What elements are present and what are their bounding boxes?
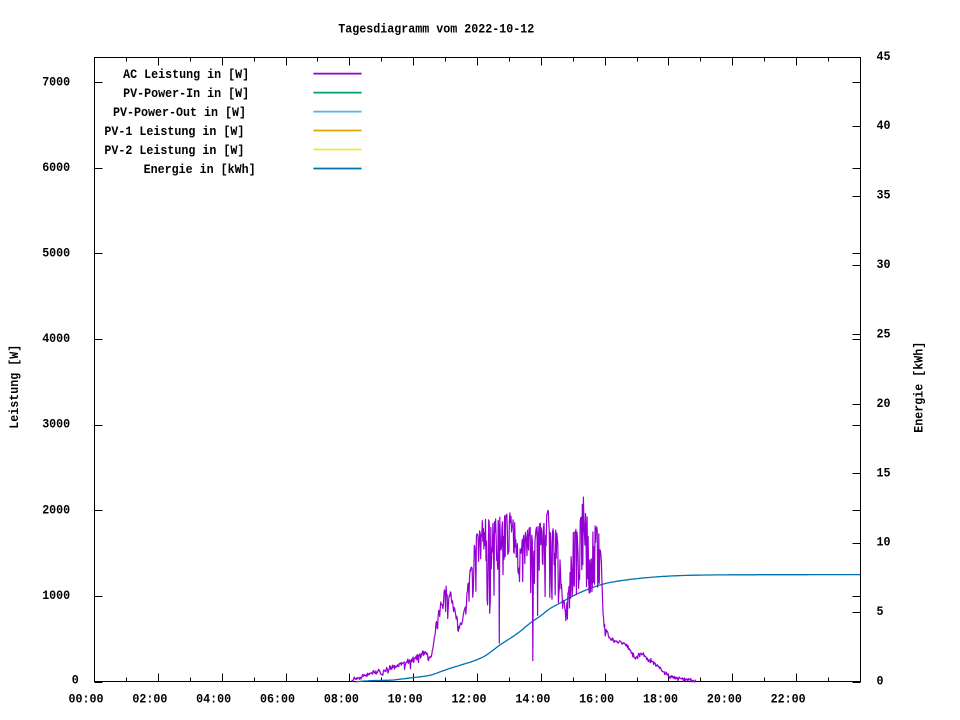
svg-text:20:00: 20:00 xyxy=(707,692,742,707)
svg-text:15: 15 xyxy=(877,465,891,480)
svg-text:10:00: 10:00 xyxy=(388,692,423,707)
svg-text:40: 40 xyxy=(877,118,891,133)
svg-text:5000: 5000 xyxy=(42,246,70,261)
svg-text:0: 0 xyxy=(72,672,79,687)
svg-text:4000: 4000 xyxy=(42,331,70,346)
svg-text:6000: 6000 xyxy=(42,160,70,175)
svg-text:35: 35 xyxy=(877,188,891,203)
svg-text:06:00: 06:00 xyxy=(260,692,295,707)
svg-text:08:00: 08:00 xyxy=(324,692,359,707)
svg-text:PV-Power-Out in [W]: PV-Power-Out in [W] xyxy=(113,105,246,120)
svg-text:10: 10 xyxy=(877,535,891,550)
svg-text:PV-2 Leistung in [W]: PV-2 Leistung in [W] xyxy=(104,143,244,158)
svg-text:1000: 1000 xyxy=(42,588,70,603)
svg-text:0: 0 xyxy=(877,674,884,689)
svg-text:22:00: 22:00 xyxy=(771,692,806,707)
svg-text:20: 20 xyxy=(877,396,891,411)
svg-text:04:00: 04:00 xyxy=(196,692,231,707)
svg-text:00:00: 00:00 xyxy=(69,692,104,707)
svg-text:7000: 7000 xyxy=(42,74,70,89)
svg-text:3000: 3000 xyxy=(42,417,70,432)
svg-text:Energie [kWh]: Energie [kWh] xyxy=(912,342,927,433)
svg-text:Tagesdiagramm vom 2022-10-12: Tagesdiagramm vom 2022-10-12 xyxy=(338,21,534,36)
svg-text:14:00: 14:00 xyxy=(515,692,550,707)
svg-text:5: 5 xyxy=(877,604,884,619)
svg-text:2000: 2000 xyxy=(42,502,70,517)
svg-text:45: 45 xyxy=(877,49,891,64)
svg-text:Leistung [W]: Leistung [W] xyxy=(7,345,22,429)
svg-text:18:00: 18:00 xyxy=(643,692,678,707)
svg-text:PV-1 Leistung in [W]: PV-1 Leistung in [W] xyxy=(104,124,244,139)
svg-text:PV-Power-In in [W]: PV-Power-In in [W] xyxy=(123,86,249,101)
svg-text:Energie in [kWh]: Energie in [kWh] xyxy=(144,162,256,177)
svg-text:AC Leistung in [W]: AC Leistung in [W] xyxy=(123,67,249,82)
svg-text:30: 30 xyxy=(877,257,891,272)
svg-text:12:00: 12:00 xyxy=(452,692,487,707)
svg-text:25: 25 xyxy=(877,326,891,341)
svg-text:16:00: 16:00 xyxy=(579,692,614,707)
svg-text:02:00: 02:00 xyxy=(132,692,167,707)
